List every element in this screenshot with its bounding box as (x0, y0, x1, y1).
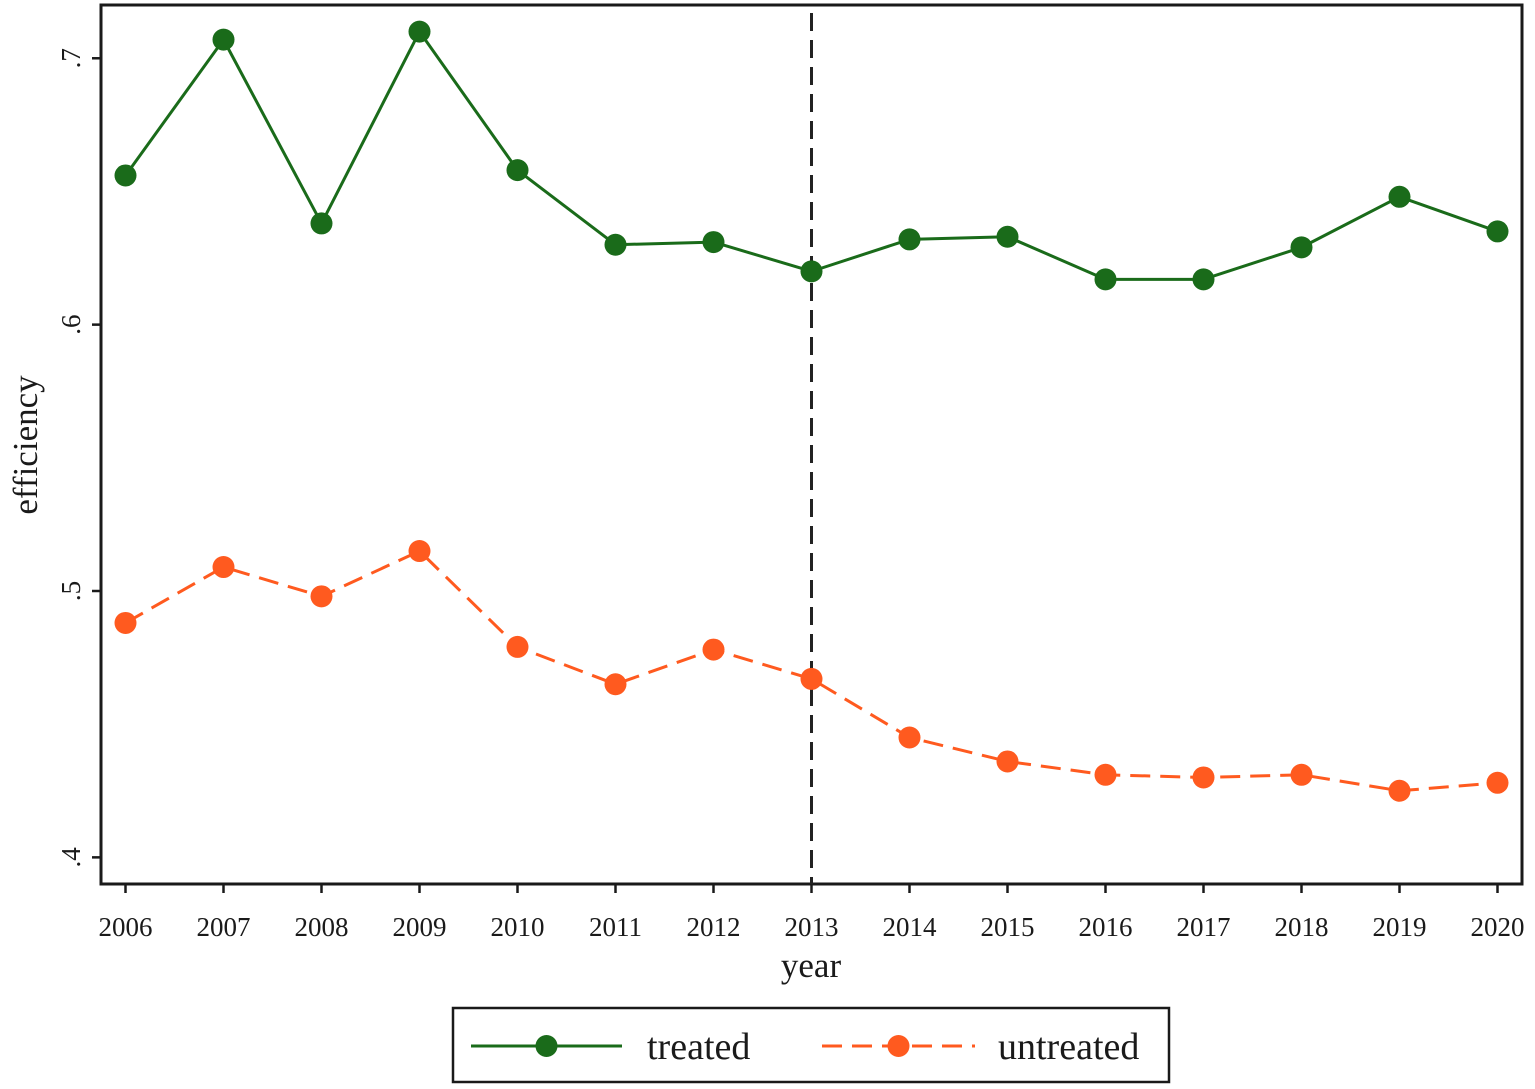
data-point-treated (1290, 236, 1313, 259)
data-point-treated (1094, 268, 1117, 291)
data-point-untreated (702, 638, 725, 661)
y-tick-label: .4 (56, 847, 86, 868)
series-layer (114, 20, 1509, 802)
x-axis-title: year (781, 946, 842, 985)
y-tick-label: .7 (56, 48, 86, 68)
data-point-untreated (114, 611, 137, 634)
data-point-untreated (1192, 766, 1215, 789)
x-axis: 2006 2007 2008 2009 2010 2011 2012 2013 2014 2015… (99, 884, 1525, 942)
data-point-treated (1486, 220, 1509, 243)
data-point-untreated (408, 540, 431, 563)
data-point-untreated (604, 673, 627, 696)
data-point-untreated (1290, 763, 1313, 786)
series-line-untreated (124, 549, 1498, 793)
y-axis: .4 .5 .6 .7 (56, 48, 101, 867)
x-tick-label: 2010 (491, 912, 545, 942)
data-point-treated (114, 164, 137, 187)
x-tick-label: 2009 (393, 912, 447, 942)
series-treated (114, 20, 1509, 291)
x-tick-label: 2017 (1177, 912, 1231, 942)
data-point-untreated (1094, 763, 1117, 786)
x-tick-label: 2014 (883, 912, 938, 942)
data-point-treated (898, 228, 921, 251)
series-untreated (114, 540, 1509, 802)
legend-item-untreated: untreated (822, 1026, 1139, 1068)
legend-item-treated: treated (471, 1026, 750, 1068)
legend-marker-treated (535, 1035, 558, 1057)
data-point-treated (310, 212, 333, 235)
data-point-treated (1388, 185, 1411, 208)
x-tick-label: 2007 (197, 912, 251, 942)
y-tick-label: .5 (56, 581, 86, 601)
x-tick-label: 2020 (1471, 912, 1525, 942)
legend-label-untreated: untreated (998, 1026, 1139, 1068)
x-tick-label: 2016 (1079, 912, 1133, 942)
data-point-treated (212, 28, 235, 51)
data-point-treated (800, 260, 823, 283)
data-point-treated (996, 225, 1019, 248)
data-point-treated (604, 233, 627, 256)
y-tick-label: .6 (56, 315, 86, 335)
x-tick-label: 2013 (785, 912, 839, 942)
data-point-treated (1192, 268, 1215, 291)
data-point-untreated (800, 667, 823, 690)
x-tick-label: 2012 (687, 912, 741, 942)
legend-label-treated: treated (647, 1026, 750, 1068)
data-point-untreated (898, 726, 921, 749)
x-tick-label: 2011 (589, 912, 642, 942)
data-point-treated (702, 231, 725, 254)
data-point-untreated (506, 635, 529, 658)
data-point-untreated (212, 556, 235, 579)
x-tick-label: 2018 (1275, 912, 1329, 942)
y-axis-title: efficiency (6, 375, 45, 515)
x-tick-label: 2008 (295, 912, 349, 942)
data-point-treated (506, 159, 529, 182)
x-tick-label: 2015 (981, 912, 1035, 942)
legend-marker-untreated (887, 1035, 910, 1057)
x-tick-label: 2006 (99, 912, 153, 942)
data-point-untreated (996, 750, 1019, 773)
legend-items: treated untreated (471, 1026, 1139, 1068)
data-point-untreated (310, 585, 333, 608)
data-point-untreated (1486, 771, 1509, 794)
data-point-treated (408, 20, 431, 43)
x-tick-label: 2019 (1373, 912, 1427, 942)
data-point-untreated (1388, 779, 1411, 802)
legend: treated untreated (451, 1006, 1171, 1084)
